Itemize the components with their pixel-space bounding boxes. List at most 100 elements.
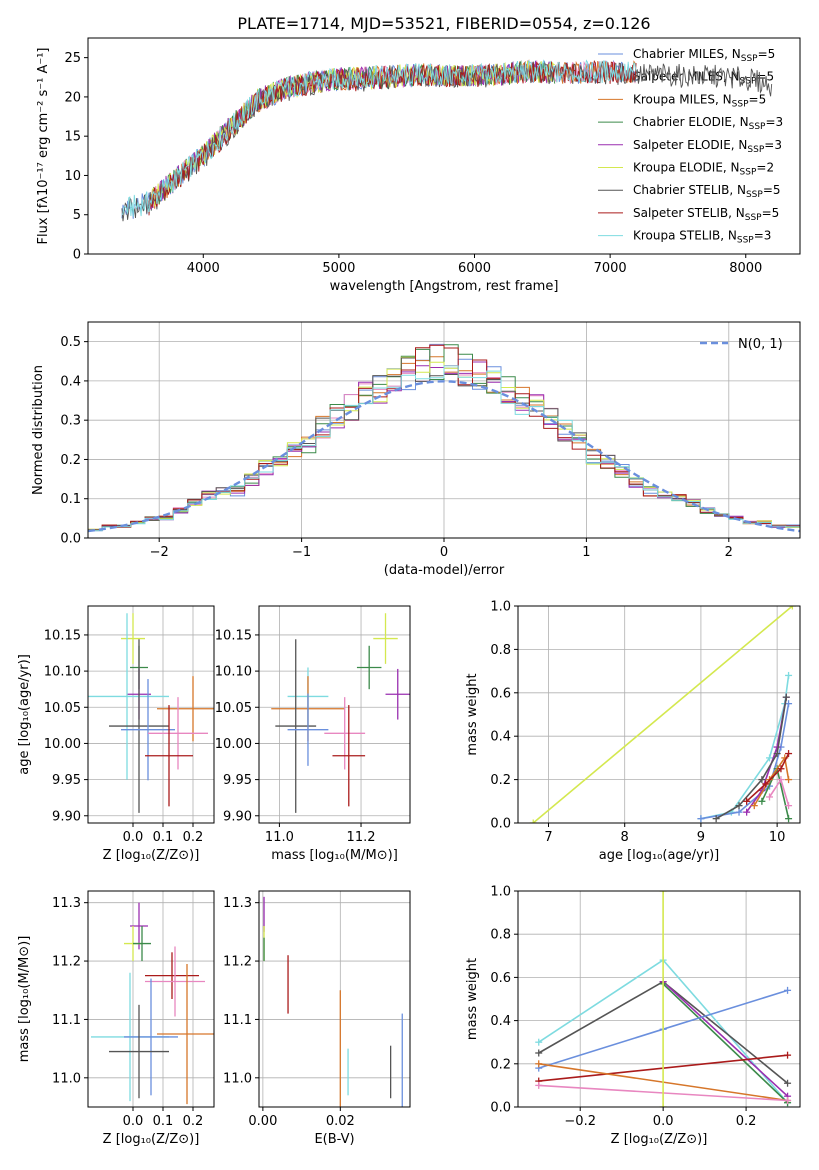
y-tick-label: 10.05 (44, 701, 81, 716)
mass-weight-line (768, 777, 790, 806)
y-tick-label: 0.1 (60, 492, 81, 507)
y-tick-label: 9.90 (223, 809, 252, 824)
x-axis-label: Z [log₁₀(Z/Z⊙)] (611, 1132, 708, 1147)
x-tick-label: 0.2 (736, 1114, 757, 1129)
y-tick-label: 0.8 (490, 928, 511, 943)
x-axis-label: E(B-V) (314, 1132, 354, 1147)
y-tick-label: 1.0 (490, 600, 511, 615)
x-tick-label: 7000 (594, 261, 627, 276)
mass_vs_ebv-panel: 0.00 0.02 11.0 11.1 11.2 11.3 E(B-V) (223, 890, 411, 1147)
y-tick-label: 11.1 (223, 1013, 252, 1028)
legend-label: Kroupa MILES, NSSP=5 (633, 92, 766, 109)
x-tick-label: −1 (292, 545, 311, 560)
y-tick-label: 10.15 (44, 628, 81, 643)
y-tick-label: 0.4 (490, 1014, 511, 1029)
residuals-panel: −2 −1 0 1 2 0.0 0.1 0.2 0.3 0.4 0.5 (data-model)/er… (31, 321, 801, 578)
x-tick-label: 1 (582, 545, 590, 560)
legend-label: Salpeter ELODIE, NSSP=3 (633, 138, 782, 155)
y-tick-label: 0.6 (490, 686, 511, 701)
massweight_vs_age-panel: 7 8 9 10 0.0 0.2 0.4 0.6 0.8 1.0 age [log₁₀(age/yr… (465, 600, 801, 863)
y-tick-label: 0.2 (490, 773, 511, 788)
x-axis-label: Z [log₁₀(Z/Z⊙)] (103, 1132, 200, 1147)
y-tick-label: 10.00 (44, 737, 81, 752)
mass_vs_z-plot-area (91, 902, 214, 1105)
y-tick-label: 10.10 (215, 665, 252, 680)
age_vs_mass-plot-area (271, 613, 410, 813)
y-axis-label: Normed distribution (31, 365, 46, 495)
y-tick-label: 0.0 (60, 532, 81, 547)
axes-frame (517, 605, 801, 824)
mass-weight-line (662, 983, 789, 1104)
x-axis-label: age [log₁₀(age/yr)] (599, 848, 720, 863)
spectrum-plot-area (121, 59, 773, 222)
x-tick-label: 4000 (187, 261, 220, 276)
age_vs_z-plot-area (88, 613, 214, 813)
legend-label: Kroupa ELODIE, NSSP=2 (633, 161, 774, 178)
y-tick-label: 0.0 (490, 1101, 511, 1116)
spectrum-panel: 4000 5000 6000 7000 8000 0 5 10 15 20 25 wavelength… (36, 37, 801, 294)
mass_vs_z-panel: 0.0 0.1 0.2 11.0 11.1 11.2 11.3 Z [log₁₀(Z/Z⊙)]… (17, 890, 215, 1147)
x-tick-label: 6000 (458, 261, 491, 276)
y-tick-label: 9.95 (52, 773, 81, 788)
axes-frame (87, 890, 215, 1108)
x-axis-label: mass [log₁₀(M/M⊙)] (271, 848, 398, 863)
y-tick-label: 0 (73, 248, 81, 263)
legend-label: N(0, 1) (738, 337, 783, 352)
mass-weight-line (532, 606, 793, 823)
legend-label: Chabrier STELIB, NSSP=5 (633, 183, 781, 200)
age_vs_mass-panel: 11.0 11.2 9.90 9.95 10.00 10.05 10.10 10.15 mass… (215, 605, 411, 863)
x-tick-label: 9 (697, 830, 705, 845)
x-tick-label: 0.2 (183, 1114, 204, 1129)
x-tick-label: 11.2 (347, 830, 376, 845)
y-tick-label: 11.0 (223, 1071, 252, 1086)
y-tick-label: 0.3 (60, 414, 81, 429)
histogram-series (88, 344, 800, 531)
y-tick-label: 11.2 (52, 955, 81, 970)
normal-curve (88, 380, 800, 533)
massweight_vs_z-panel: −0.2 0.0 0.2 0.0 0.2 0.4 0.6 0.8 1.0 Z [log₁₀(Z/Z… (465, 885, 801, 1147)
y-tick-label: 9.90 (52, 809, 81, 824)
spectrum-title: PLATE=1714, MJD=53521, FIBERID=0554, z=0… (237, 14, 650, 33)
y-tick-label: 0.0 (490, 817, 511, 832)
x-tick-label: 8 (621, 830, 629, 845)
mass-weight-line (746, 753, 790, 802)
x-tick-label: 0.0 (123, 1114, 144, 1129)
mass-weight-line (753, 755, 790, 807)
axes-frame (258, 890, 411, 1108)
x-tick-label: 10 (769, 830, 786, 845)
x-tick-label: 0.0 (653, 1114, 674, 1129)
y-tick-label: 0.2 (490, 1057, 511, 1072)
y-tick-label: 1.0 (490, 885, 511, 900)
legend-label: Chabrier ELODIE, NSSP=3 (633, 115, 783, 132)
axes-frame (258, 605, 411, 824)
y-tick-label: 11.3 (52, 896, 81, 911)
x-tick-label: 0.2 (183, 830, 204, 845)
y-tick-label: 0.5 (60, 335, 81, 350)
histogram-series (88, 356, 800, 530)
y-tick-label: 10.05 (215, 701, 252, 716)
y-tick-label: 10.10 (44, 665, 81, 680)
mass-weight-line (662, 981, 789, 1097)
y-tick-label: 0.4 (60, 374, 81, 389)
y-tick-label: 25 (64, 51, 81, 66)
axes-frame (517, 890, 801, 1108)
x-tick-label: 0 (440, 545, 448, 560)
histogram-series (88, 365, 800, 532)
mass_vs_ebv-plot-area (263, 896, 403, 1107)
x-axis-label: wavelength [Angstrom, rest frame] (330, 279, 559, 294)
residuals-legend: N(0, 1) (700, 337, 783, 352)
x-tick-label: −2 (150, 545, 169, 560)
x-tick-label: 11.0 (265, 830, 294, 845)
mass-weight-line (715, 696, 788, 820)
y-tick-label: 9.95 (223, 773, 252, 788)
y-tick-label: 10.00 (215, 737, 252, 752)
y-tick-label: 11.1 (52, 1013, 81, 1028)
x-tick-label: 8000 (729, 261, 762, 276)
legend-label: Kroupa STELIB, NSSP=3 (633, 229, 771, 246)
x-tick-label: 5000 (322, 261, 355, 276)
spectrum-series-line (121, 59, 637, 217)
massweight_vs_z-plot-area (535, 891, 792, 1107)
y-axis-label: mass weight (465, 673, 480, 755)
y-tick-label: 0.8 (490, 643, 511, 658)
